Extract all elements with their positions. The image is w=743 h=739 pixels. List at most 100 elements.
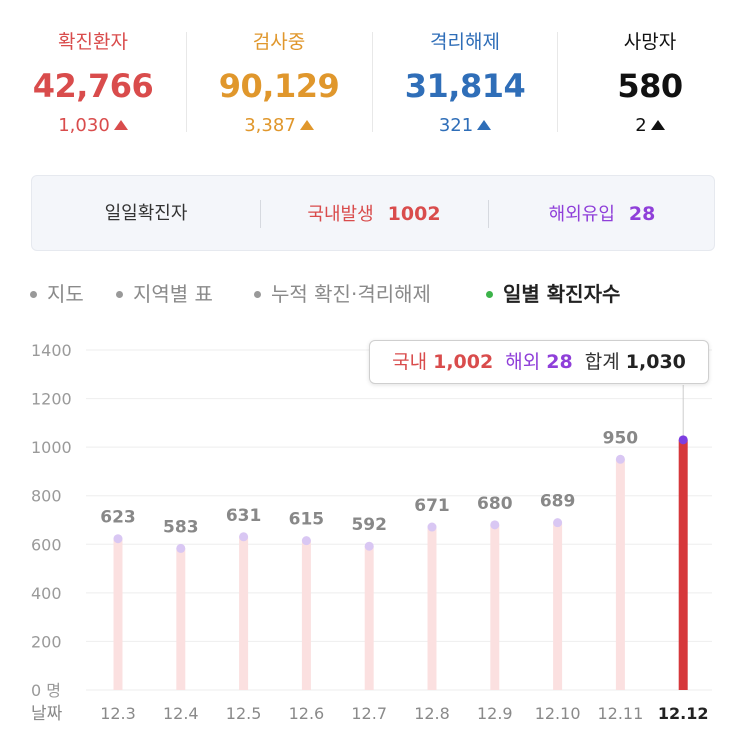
tooltip-total-value: 1,030 (625, 351, 686, 373)
tab-cumulative[interactable]: 누적 확진·격리해제 (254, 278, 431, 310)
bar-cap (427, 522, 437, 532)
stat-label: 격리해제 (430, 31, 500, 53)
bar-cap (301, 536, 311, 546)
stat-value: 580 (617, 67, 683, 105)
stat-value: 42,766 (32, 67, 154, 105)
x-tick-label: 12.11 (597, 704, 643, 723)
bar-cap (239, 532, 249, 542)
domestic-value: 1002 (387, 203, 441, 225)
divider (186, 32, 187, 132)
bar-cap (364, 541, 374, 551)
tab-map[interactable]: 지도 (30, 278, 84, 310)
bar-value-label: 592 (351, 515, 387, 535)
bar[interactable] (113, 538, 123, 690)
tab-daily[interactable]: 일별 확진자수 (486, 278, 620, 310)
stat-value: 90,129 (218, 67, 340, 105)
y-tick-label: 1400 (31, 341, 72, 360)
stat-delta: 2 (557, 114, 743, 138)
stat-delta: 321 (372, 114, 558, 138)
bullet-icon (116, 290, 123, 298)
bar-value-label: 583 (163, 517, 199, 537)
divider (260, 200, 261, 228)
bar[interactable] (553, 522, 563, 690)
bar-value-label: 671 (414, 496, 450, 516)
y-tick-label: 600 (31, 535, 62, 554)
up-triangle-icon (113, 120, 128, 130)
chart-tooltip: 국내 1,002 해외 28 합계 1,030 (369, 340, 709, 384)
bar[interactable] (176, 548, 186, 690)
tab-region-table[interactable]: 지역별 표 (116, 278, 213, 310)
x-axis-label: 날짜 (31, 704, 63, 724)
bar[interactable] (678, 439, 688, 690)
x-tick-label: 12.5 (226, 704, 262, 723)
x-tick-label: 12.10 (535, 704, 581, 723)
stat-deaths: 사망자 580 2 (557, 30, 743, 140)
bar-value-label: 689 (540, 492, 576, 512)
x-tick-label: 12.4 (163, 704, 199, 723)
y-tick-label: 200 (31, 632, 62, 651)
up-triangle-icon (477, 120, 492, 130)
bullet-icon (254, 290, 261, 298)
domestic-label: 국내발생 (307, 204, 374, 225)
bar[interactable] (490, 524, 500, 690)
bar[interactable] (239, 536, 249, 690)
stat-label: 검사중 (252, 31, 306, 53)
bar-value-label: 623 (100, 508, 136, 528)
x-tick-label: 12.9 (477, 704, 513, 723)
bar[interactable] (364, 546, 374, 690)
bar[interactable] (427, 527, 437, 690)
x-tick-label: 12.7 (351, 704, 387, 723)
up-triangle-icon (299, 120, 314, 130)
tooltip-overseas-label: 해외 (505, 351, 541, 373)
daily-confirmed-box: 일일확진자 국내발생 1002 해외유입 28 (31, 175, 715, 251)
y-axis-ticks: 0 명 200 400 600 800 1000 1200 1400 (31, 341, 72, 700)
daily-overseas: 해외유입 28 (488, 176, 716, 252)
x-axis-ticks: 12.3 12.4 12.5 12.6 12.7 12.8 12.9 12.10 12.11 12… (100, 704, 708, 723)
bar-cap (176, 543, 186, 553)
bar-cap (113, 534, 123, 544)
stat-confirmed: 확진환자 42,766 1,030 (0, 30, 186, 140)
divider (372, 32, 373, 132)
y-tick-label: 1000 (31, 438, 72, 457)
stat-delta: 3,387 (186, 114, 372, 138)
bar-value-label: 680 (477, 494, 513, 514)
y-tick-label: 400 (31, 584, 62, 603)
tooltip-total-label: 합계 (584, 351, 620, 373)
daily-label: 일일확진자 (104, 203, 188, 224)
x-tick-label: 12.12 (658, 704, 709, 723)
stats-panel: 확진환자 42,766 1,030 검사중 90,129 3,387 격리해제 … (0, 0, 743, 160)
bullet-icon (30, 290, 37, 298)
stat-delta: 1,030 (0, 114, 186, 138)
bullet-icon (486, 290, 493, 298)
bar-value-label: 631 (226, 506, 262, 526)
divider (557, 32, 558, 132)
x-tick-label: 12.3 (100, 704, 136, 723)
chart-value-labels: 623 583 631 615 592 671 680 689 950 (100, 428, 638, 537)
divider (488, 200, 489, 228)
tooltip-domestic-value: 1,002 (433, 351, 494, 373)
overseas-value: 28 (628, 203, 656, 225)
y-tick-label: 800 (31, 487, 62, 506)
daily-domestic: 국내발생 1002 (260, 176, 488, 252)
y-tick-label: 0 명 (31, 681, 61, 700)
stat-testing: 검사중 90,129 3,387 (186, 30, 372, 140)
x-tick-label: 12.8 (414, 704, 450, 723)
tooltip-overseas-value: 28 (546, 351, 573, 373)
bar-value-label: 615 (289, 510, 325, 530)
bar[interactable] (615, 459, 625, 690)
bar-cap (678, 435, 688, 445)
bar-cap (553, 518, 563, 528)
chart-bars (113, 435, 688, 690)
y-tick-label: 1200 (31, 390, 72, 409)
bar-cap (490, 520, 500, 530)
stat-value: 31,814 (404, 67, 526, 105)
bar-cap (615, 454, 625, 464)
up-triangle-icon (650, 120, 665, 130)
stat-label: 사망자 (623, 31, 677, 53)
daily-cases-chart: 0 명 200 400 600 800 1000 1200 1400 623 583 631 615… (31, 341, 712, 724)
stat-released: 격리해제 31,814 321 (372, 30, 558, 140)
bar[interactable] (301, 540, 311, 690)
x-tick-label: 12.6 (289, 704, 325, 723)
bar-value-label: 950 (603, 428, 639, 448)
overseas-label: 해외유입 (548, 204, 615, 225)
